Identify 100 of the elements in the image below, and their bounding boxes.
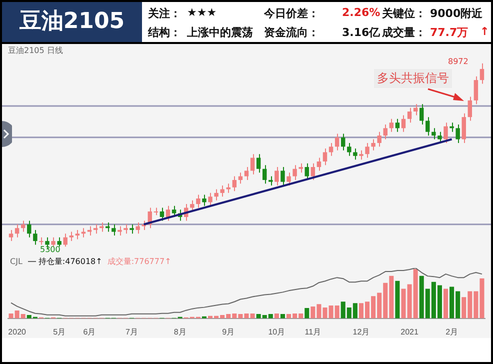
candlestick [214, 188, 218, 201]
candlestick [444, 122, 448, 144]
candlestick [468, 96, 472, 122]
annotation: 多头共振信号 [374, 69, 452, 88]
x-tick-label: 11月 [304, 327, 322, 336]
candlestick [298, 162, 303, 174]
x-tick-label: 8月 [174, 327, 186, 336]
candlestick [340, 133, 346, 151]
candlestick [136, 222, 140, 234]
bar [304, 308, 310, 318]
text: 2.26% [342, 6, 380, 19]
candlestick [419, 104, 424, 125]
candlestick [75, 229, 80, 240]
candlestick [106, 222, 110, 232]
x-tick-label: 2021 [400, 327, 419, 336]
text: 今日价差： [264, 6, 319, 21]
candlestick [208, 192, 212, 206]
candlestick [353, 148, 358, 160]
candlestick [432, 128, 436, 140]
candlestick [232, 176, 237, 192]
text: 上涨中的震荡 [187, 25, 253, 40]
candlestick [426, 116, 430, 136]
text: ★★★ [187, 6, 217, 19]
candlestick [480, 62, 484, 84]
text: 关键位： [382, 6, 426, 21]
candlestick [124, 224, 128, 234]
text: 豆油2105 [2, 2, 142, 42]
x-tick-label: 9月 [222, 327, 235, 336]
candlestick [347, 142, 352, 156]
candlestick [220, 185, 224, 198]
x-tick-label: 2020 [8, 327, 27, 336]
bar [443, 288, 448, 318]
candlestick [244, 166, 249, 180]
candlestick [456, 124, 460, 144]
candlestick [274, 166, 279, 186]
candlestick [87, 226, 92, 236]
x-tick-label: 5月 [53, 327, 66, 336]
candlestick [33, 229, 38, 246]
candlestick [51, 236, 56, 248]
candlestick [316, 157, 322, 172]
text: 关注： [148, 6, 181, 21]
candlestick [166, 205, 170, 222]
text: 成交量： [382, 25, 426, 40]
candlestick [262, 164, 267, 184]
candlestick [8, 229, 14, 242]
candlestick [280, 166, 285, 186]
candlestick [27, 220, 32, 238]
candlestick [334, 133, 340, 151]
candlestick [292, 164, 297, 180]
annotation: 8972 [448, 57, 468, 66]
candlestick [118, 226, 122, 236]
candlestick [256, 154, 261, 174]
text: 9000附近 [430, 6, 483, 21]
candlestick [383, 124, 388, 140]
text: 77.7万 [430, 25, 468, 40]
candlestick [474, 76, 478, 105]
legend-label: 持仓量:476018↑ [38, 257, 102, 266]
candlestick [99, 222, 104, 232]
candlestick [14, 224, 20, 238]
bar [274, 313, 279, 318]
x-tick-label: 10月 [268, 327, 286, 336]
candlestick [63, 233, 68, 248]
candlestick [130, 224, 134, 234]
candlestick [286, 172, 291, 186]
chart-title: 豆油2105 日线 [8, 46, 63, 55]
candlestick [401, 114, 406, 132]
text: 成交量:776777↑ [107, 257, 172, 266]
x-tick-label: 2月 [446, 327, 458, 336]
candlestick [389, 118, 394, 132]
candlestick [377, 131, 382, 148]
text: 3.16亿 [342, 25, 380, 40]
candlestick [328, 142, 334, 156]
candlestick [371, 138, 376, 151]
bar [395, 280, 400, 318]
text: 结构： [148, 25, 181, 40]
chart-title: CJL [10, 257, 22, 266]
text: 资金流向： [264, 25, 319, 40]
candlestick [250, 154, 255, 175]
x-tick-label: 6月 [83, 327, 96, 336]
candlestick [112, 224, 116, 236]
candlestick [160, 207, 164, 222]
annotation: 5300 [40, 245, 60, 254]
candlestick [268, 176, 273, 186]
candlestick [57, 236, 62, 248]
candlestick [310, 162, 316, 180]
candlestick [196, 194, 200, 208]
candlestick [304, 162, 309, 180]
candlestick [202, 194, 206, 206]
x-tick-label: 12月 [352, 327, 370, 336]
candlestick [69, 231, 74, 242]
candlestick [93, 224, 98, 234]
candlestick [462, 112, 466, 144]
x-tick-label: 7月 [126, 327, 138, 336]
candlestick [438, 131, 442, 144]
candlestick [359, 150, 364, 160]
candlestick [365, 142, 370, 158]
candlestick [395, 118, 400, 132]
candlestick [407, 107, 412, 124]
candlestick [322, 148, 328, 166]
text: ↑ [480, 25, 490, 38]
